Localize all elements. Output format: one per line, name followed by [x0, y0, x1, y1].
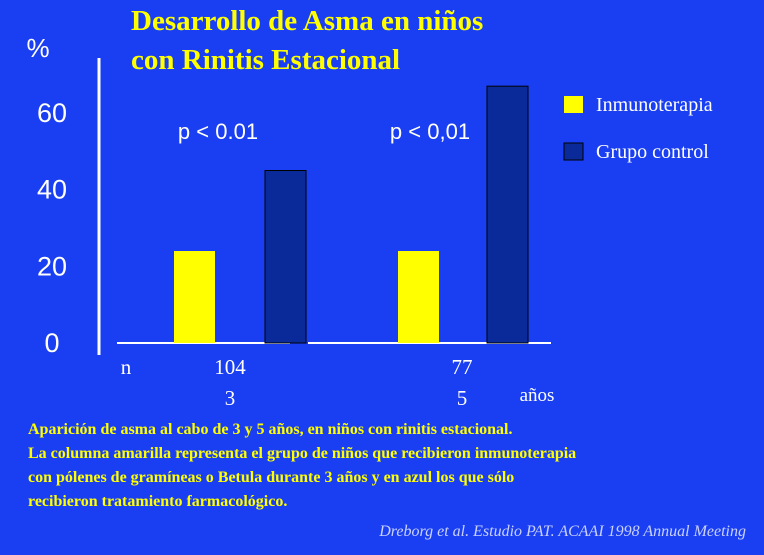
- y-axis-label: %: [26, 33, 49, 63]
- chart-title-line-1: Desarrollo de Asma en niños: [131, 5, 484, 37]
- x-axis-unit-label: años: [520, 385, 555, 406]
- p-value-annotation-1: p < 0.01: [178, 119, 258, 144]
- n-value-5: 77: [452, 355, 473, 379]
- chart-layer: % 0 20 40 60 p < 0.01 p < 0,01 n 104 77 3 5 años Inmu…: [26, 33, 712, 410]
- caption-line-2: La columna amarilla representa el grupo …: [28, 445, 577, 462]
- source-citation: Dreborg et al. Estudio PAT. ACAAI 1998 A…: [379, 523, 746, 540]
- chart-title-line-2: con Rinitis Estacional: [131, 44, 401, 76]
- n-label: n: [121, 355, 132, 379]
- x-tick-label-3: 3: [225, 386, 236, 410]
- legend-swatch-grupo-control: [563, 142, 584, 161]
- y-tick-label-20: 20: [37, 251, 67, 281]
- y-tick-label-0: 0: [44, 328, 59, 358]
- legend-label-inmunoterapia: Inmunoterapia: [596, 94, 713, 116]
- caption-line-3: con pólenes de gramíneas o Betula durant…: [28, 469, 515, 486]
- bar-inmunoterapia-5: [398, 251, 439, 343]
- caption-line-1: Aparición de asma al cabo de 3 y 5 años,…: [28, 421, 513, 438]
- y-tick-label-40: 40: [37, 175, 67, 205]
- n-value-3: 104: [214, 355, 246, 379]
- p-value-annotation-2: p < 0,01: [390, 119, 470, 144]
- caption-line-4: recibieron tratamiento farmacológico.: [28, 493, 288, 510]
- legend-label-grupo-control: Grupo control: [596, 141, 709, 163]
- y-tick-label-60: 60: [37, 98, 67, 128]
- bar-inmunoterapia-3: [174, 251, 215, 343]
- bar-grupo-control-3: [264, 170, 307, 344]
- bar-grupo-control-5: [486, 85, 529, 344]
- x-tick-label-5: 5: [457, 386, 468, 410]
- legend-swatch-inmunoterapia: [564, 96, 583, 113]
